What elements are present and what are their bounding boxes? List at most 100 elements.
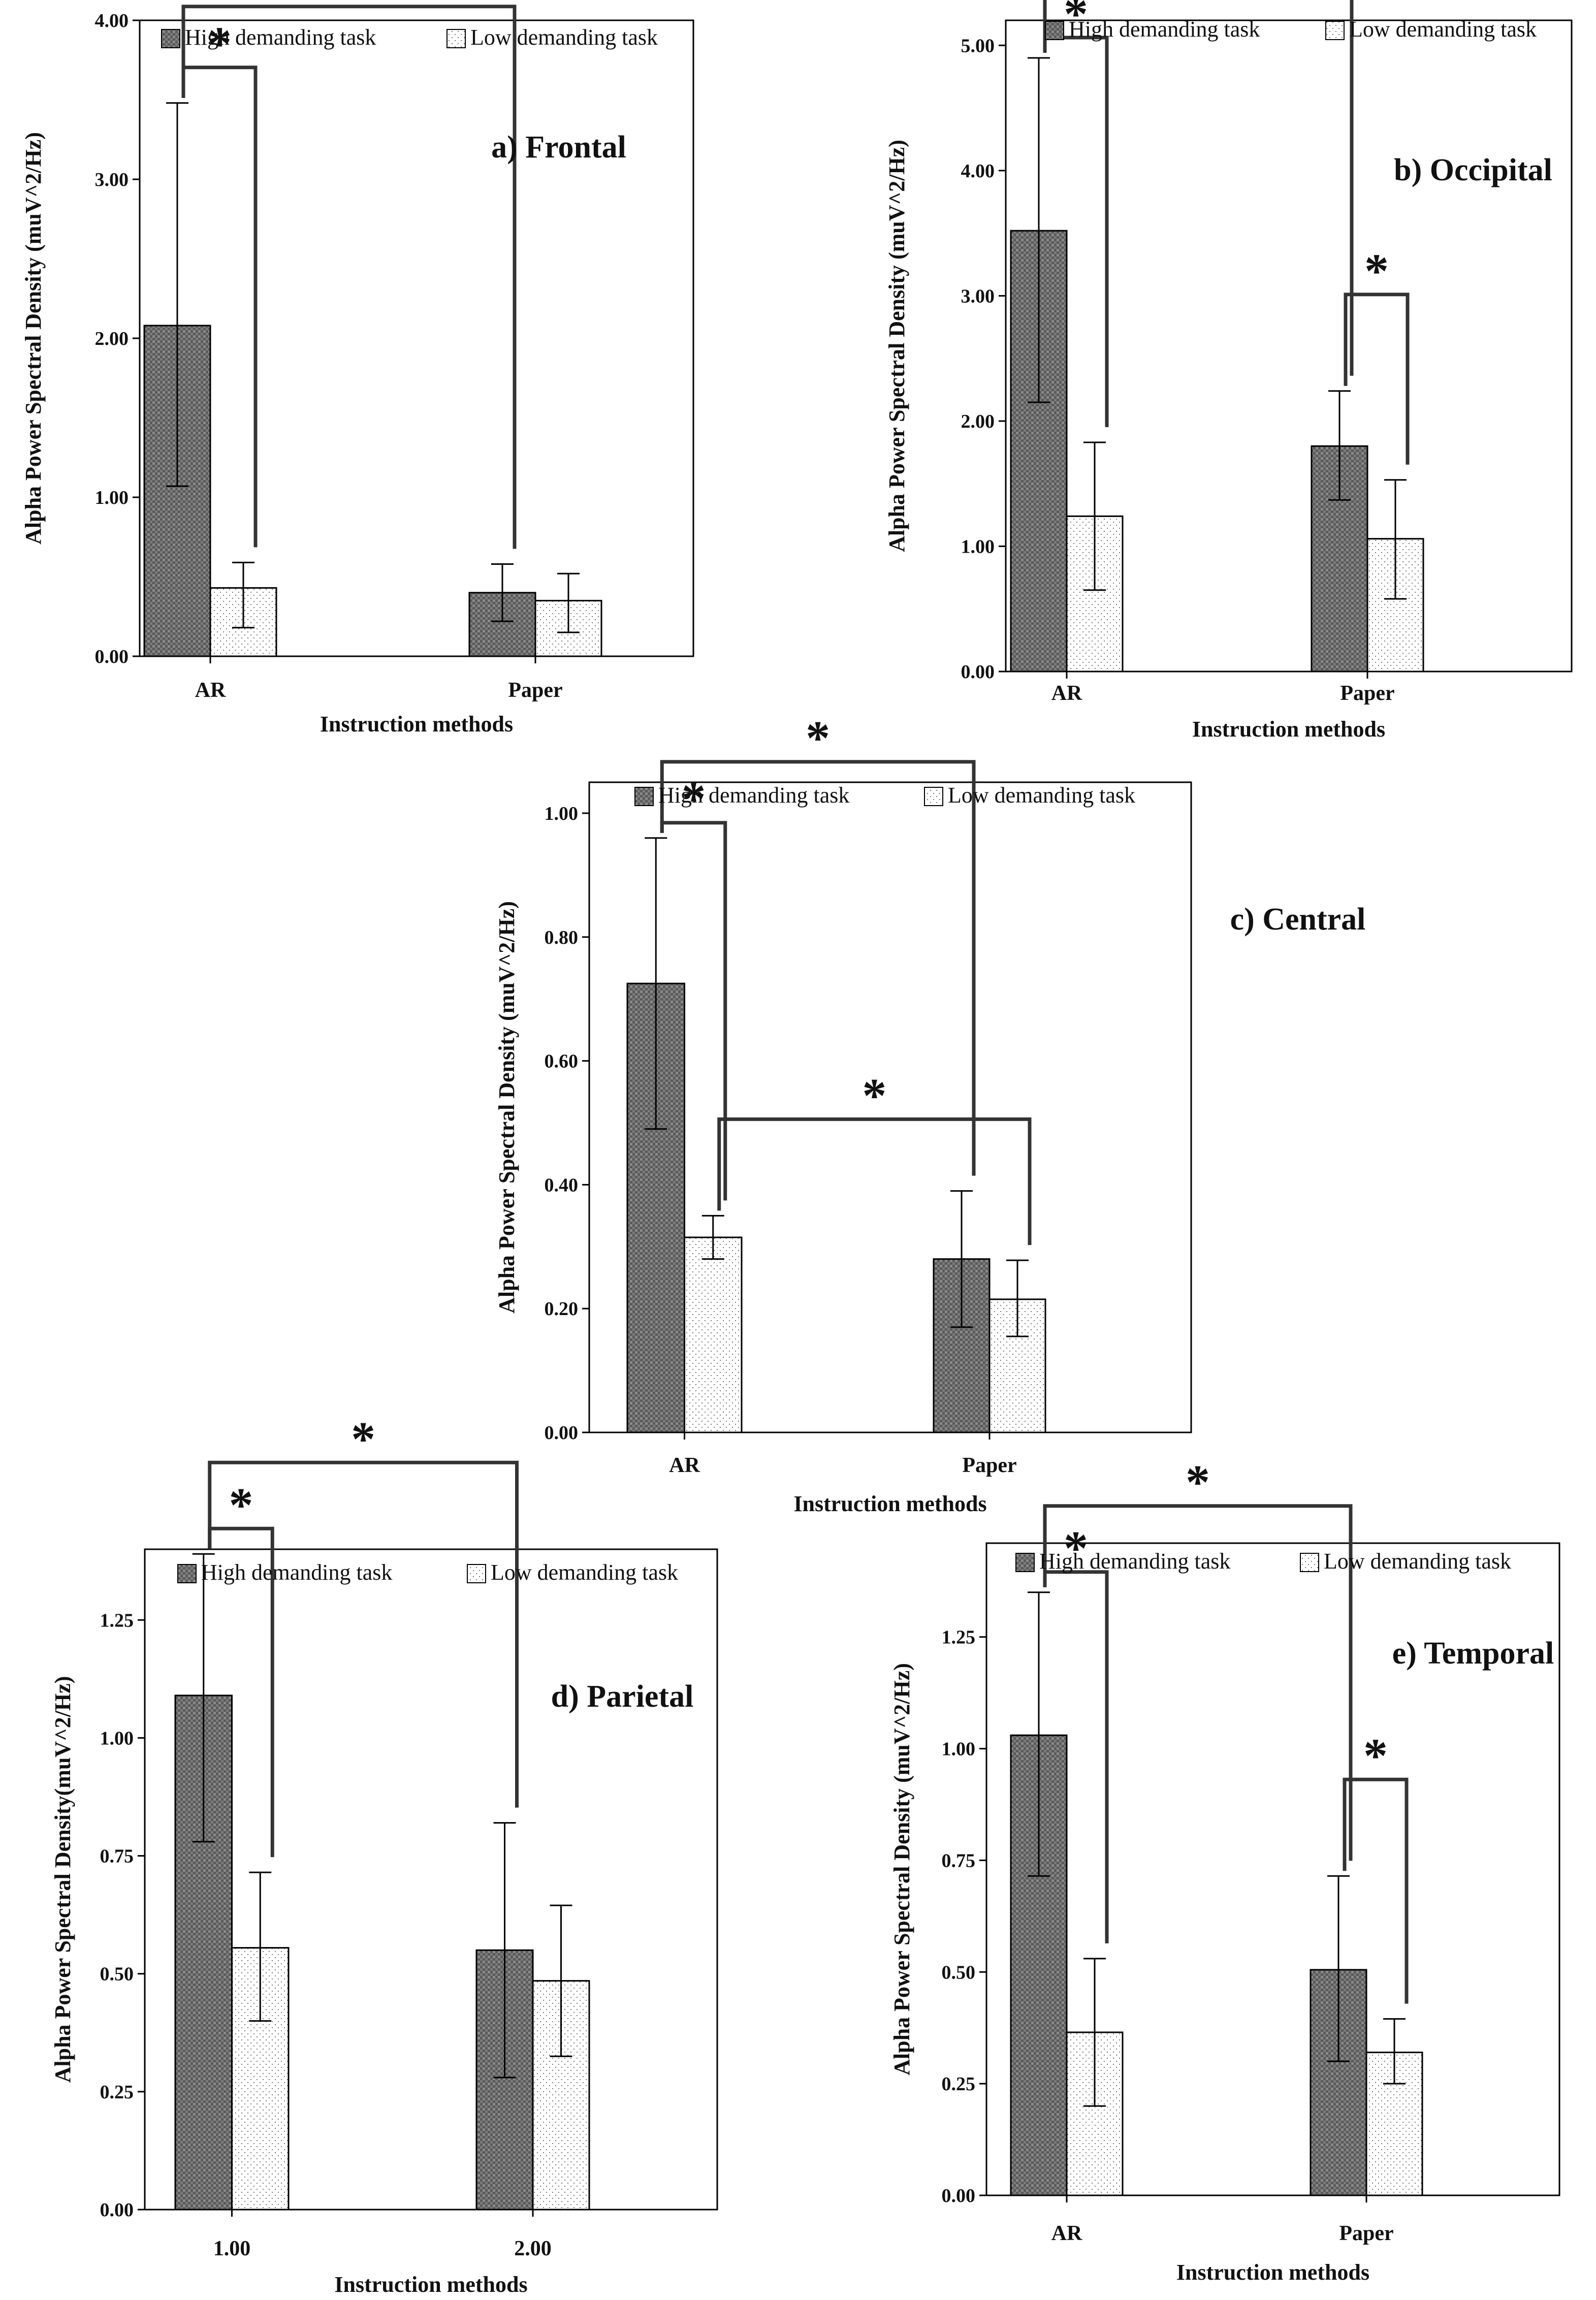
legend-swatch-low (1300, 1553, 1319, 1572)
y-tick-label: 0.25 (942, 2073, 976, 2095)
y-tick-label: 1.00 (100, 1728, 134, 1749)
y-tick-label: 4.00 (961, 161, 995, 182)
legend-swatch-high (1015, 1553, 1035, 1572)
y-tick-label: 1.00 (545, 803, 579, 824)
y-tick-label: 1.00 (961, 536, 995, 557)
y-tick-label: 0.75 (942, 1850, 976, 1871)
legend-label-high: High demanding task (185, 25, 376, 50)
legend-label-low: Low demanding task (470, 25, 658, 50)
panel-title: a) Frontal (491, 130, 626, 165)
legend-label-low: Low demanding task (948, 783, 1135, 808)
x-tick-label: 1.00 (213, 2237, 251, 2260)
significance-star: * (1064, 1521, 1088, 1576)
y-axis-title: Alpha Power Spectral Density (muV^2/Hz) (494, 901, 519, 1314)
legend-swatch-low (467, 1564, 486, 1583)
legend-swatch-low (1325, 21, 1345, 40)
significance-bracket (1343, 1777, 1409, 2004)
plot-frame (139, 19, 694, 657)
panel-title: d) Parietal (551, 1679, 694, 1714)
y-tick-label: 0.80 (545, 927, 579, 948)
y-tick-label: 0.25 (100, 2082, 134, 2103)
significance-bracket (181, 5, 517, 549)
legend-swatch-high (634, 787, 654, 806)
x-tick-label: 2.00 (514, 2237, 552, 2260)
y-tick-label: 2.00 (961, 411, 995, 432)
significance-bracket (208, 1460, 519, 1808)
y-tick-label: 0.75 (100, 1846, 134, 1867)
y-tick-label: 1.25 (100, 1610, 134, 1631)
significance-star: * (337, 0, 361, 10)
significance-star: * (1363, 1729, 1388, 1783)
significance-star: * (1186, 1455, 1210, 1510)
y-axis-title: Alpha Power Spectral Density(muV^2/Hz) (50, 1676, 75, 2083)
significance-bracket (1043, 0, 1354, 376)
significance-star: * (1364, 244, 1389, 298)
y-tick-label: 0.20 (545, 1298, 579, 1320)
legend-swatch-low (446, 29, 466, 48)
legend-label-high: High demanding task (1039, 1549, 1230, 1574)
legend-label-low: Low demanding task (491, 1560, 678, 1585)
y-axis-title: Alpha Power Spectral Density (muV^2/Hz) (889, 1663, 914, 2075)
x-tick-label: Paper (1339, 2222, 1393, 2245)
x-axis-title: Instruction methods (320, 712, 513, 737)
y-tick-label: 0.50 (942, 1962, 976, 1983)
y-tick-label: 0.00 (545, 1422, 579, 1444)
legend-label-high: High demanding task (658, 783, 849, 808)
x-tick-label: Paper (1340, 682, 1394, 705)
x-tick-label: AR (1051, 2222, 1082, 2245)
y-tick-label: 1.00 (942, 1739, 976, 1760)
chart-panel-4: 0.00 0.25 0.50 0.75 1.00 1.25 1.00 2.00 * * High d… (50, 1412, 718, 2297)
panel-title: c) Central (1230, 902, 1366, 937)
y-tick-label: 0.50 (100, 1964, 134, 1985)
x-tick-label: AR (1051, 682, 1082, 705)
x-tick-label: Paper (962, 1454, 1016, 1477)
y-tick-label: 3.00 (95, 169, 129, 190)
x-axis-title: Instruction methods (793, 1491, 986, 1516)
legend-label-low: Low demanding task (1324, 1549, 1511, 1574)
y-tick-label: 0.00 (942, 2185, 976, 2207)
legend-label-low: Low demanding task (1349, 17, 1537, 42)
significance-bracket (1344, 293, 1410, 465)
x-axis-title: Instruction methods (334, 2272, 527, 2297)
significance-star: * (351, 1412, 375, 1466)
x-axis-title: Instruction methods (1176, 2260, 1369, 2285)
y-tick-label: 0.40 (545, 1174, 579, 1196)
y-tick-label: 0.00 (100, 2199, 134, 2221)
bar-low-ar (684, 1236, 743, 1433)
legend-label-high: High demanding task (201, 1560, 392, 1585)
y-tick-label: 0.60 (545, 1051, 579, 1072)
significance-star: * (682, 772, 706, 826)
significance-star: * (207, 17, 232, 71)
y-tick-label: 3.00 (961, 285, 995, 307)
y-axis-title: Alpha Power Spectral Density (muV^2/Hz) (884, 140, 909, 552)
legend-label-high: High demanding task (1069, 17, 1260, 42)
panel-title: e) Temporal (1392, 1636, 1554, 1671)
y-tick-label: 2.00 (95, 328, 129, 349)
x-axis-title: Instruction methods (1192, 717, 1385, 742)
legend-swatch-high (161, 29, 180, 48)
y-tick-label: 1.25 (942, 1627, 976, 1648)
significance-bracket (1043, 1504, 1353, 1861)
panel-title: b) Occipital (1394, 153, 1552, 187)
significance-bracket (717, 1117, 1032, 1245)
significance-star: * (229, 1478, 253, 1532)
significance-bracket (660, 760, 976, 1176)
y-tick-label: 1.00 (95, 487, 129, 508)
x-tick-label: Paper (508, 679, 562, 702)
y-tick-label: 4.00 (95, 10, 129, 31)
legend-swatch-low (924, 787, 943, 806)
significance-star: * (806, 711, 830, 765)
y-axis-title: Alpha Power Spectral Density (muV^2/Hz) (21, 132, 46, 545)
legend-swatch-high (1045, 21, 1064, 40)
x-tick-label: AR (669, 1454, 700, 1477)
legend-swatch-high (177, 1564, 197, 1583)
significance-star: * (862, 1068, 886, 1123)
x-tick-label: AR (195, 679, 226, 702)
y-tick-label: 5.00 (961, 35, 995, 56)
y-tick-label: 0.00 (961, 661, 995, 683)
